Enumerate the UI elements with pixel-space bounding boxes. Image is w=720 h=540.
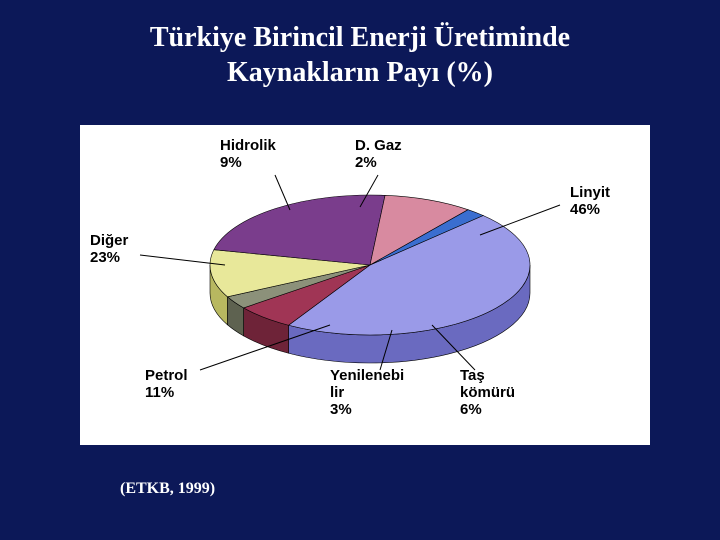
slide: Türkiye Birincil Enerji Üretiminde Kayna… (0, 0, 720, 540)
pie-chart: Linyit46% Taşkömürü6% Yenilenebilir3% Petro… (80, 125, 650, 445)
svg-text:Hidrolik9%: Hidrolik9% (220, 137, 276, 171)
svg-text:Linyit46%: Linyit46% (570, 184, 610, 218)
slide-title: Türkiye Birincil Enerji Üretiminde Kayna… (0, 20, 720, 90)
svg-text:D. Gaz2%: D. Gaz2% (355, 137, 402, 171)
title-line-2: Kaynakların Payı (%) (227, 57, 493, 88)
svg-text:Yenilenebilir3%: Yenilenebilir3% (330, 367, 404, 418)
source-citation: (ETKB, 1999) (120, 480, 215, 498)
svg-text:Petrol11%: Petrol11% (145, 367, 188, 401)
svg-text:Diğer23%: Diğer23% (90, 232, 129, 266)
title-line-1: Türkiye Birincil Enerji Üretiminde (150, 22, 570, 53)
svg-text:Taşkömürü6%: Taşkömürü6% (460, 367, 515, 418)
